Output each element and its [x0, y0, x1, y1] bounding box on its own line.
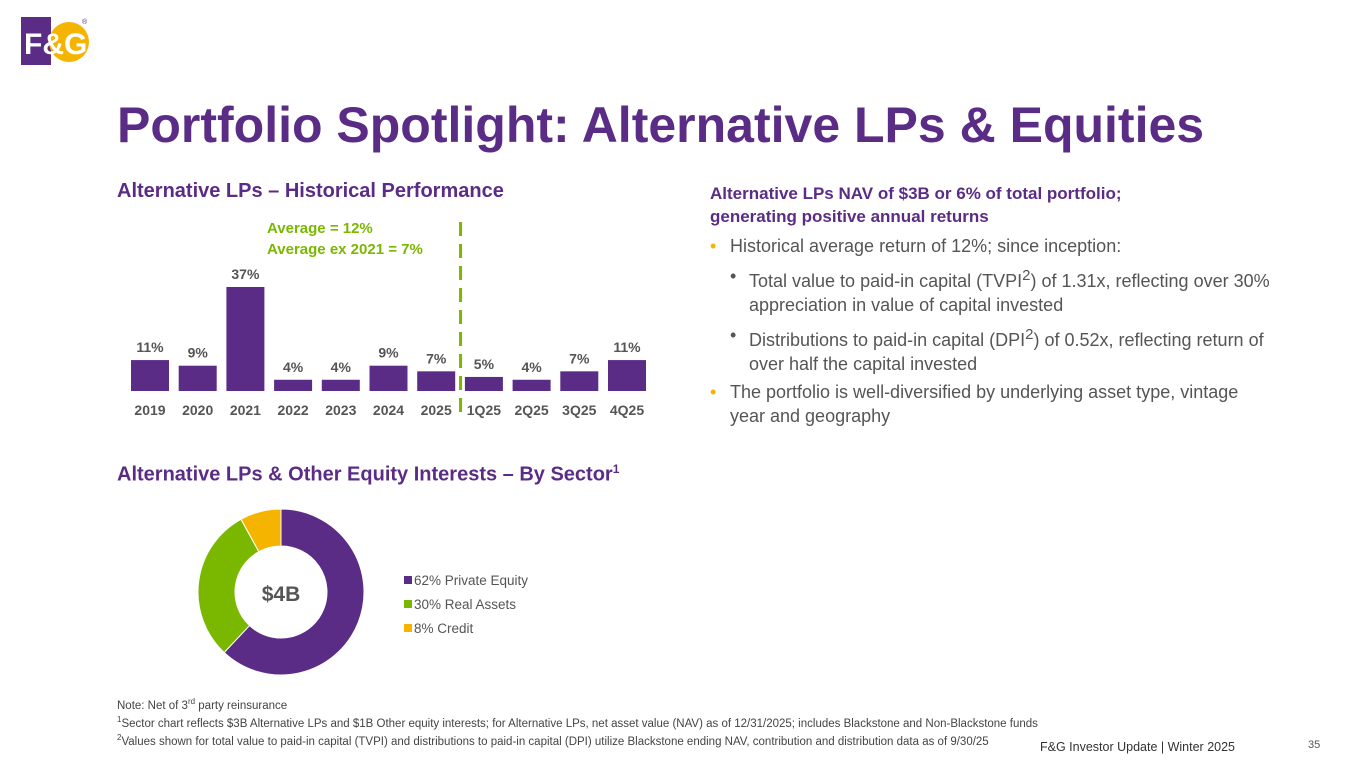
- bar-4q25: [608, 360, 646, 391]
- bar-value-label: 11%: [613, 339, 641, 355]
- bar-1q25: [464, 376, 503, 391]
- bar-2025: [417, 371, 456, 391]
- bullet-average-return: Historical average return of 12%; since …: [710, 234, 1270, 258]
- bar-2021: [226, 287, 265, 391]
- bar-2024: [369, 365, 408, 391]
- bar-2q25: [512, 379, 551, 391]
- note-2-text: Values shown for total value to paid-in …: [121, 735, 989, 748]
- note-1: 1Sector chart reflects $3B Alternative L…: [117, 713, 1038, 731]
- highlights-heading: Alternative LPs NAV of $3B or 6% of tota…: [710, 182, 1270, 228]
- highlights-heading-line2: generating positive annual returns: [710, 207, 989, 226]
- dpi-text-post: ) of 0.52x, reflecting return of over ha…: [749, 330, 1264, 374]
- tvpi-text-pre: Total value to paid-in capital (TVPI: [749, 271, 1023, 291]
- bullet-diversified: The portfolio is well-diversified by und…: [710, 380, 1270, 428]
- bar-value-label: 11%: [136, 339, 164, 355]
- sector-title-footnote: 1: [612, 462, 620, 476]
- legend-swatch: [404, 600, 412, 608]
- bar-value-label: 4%: [331, 359, 352, 375]
- tvpi-footnote: 2: [1022, 267, 1031, 284]
- legend-swatch: [404, 624, 412, 632]
- x-tick-label: 2021: [230, 402, 261, 418]
- note-2-sup: 2: [117, 732, 122, 742]
- legend-item-private-equity: 62% Private Equity: [404, 568, 528, 592]
- sector-donut-chart: $4B: [198, 509, 365, 676]
- bar-value-label: 37%: [231, 266, 260, 282]
- bar-value-label: 5%: [474, 356, 495, 372]
- footnotes: Note: Net of 3rd party reinsurance 1Sect…: [117, 695, 1038, 748]
- bar-value-label: 7%: [426, 350, 447, 366]
- bar-value-label: 4%: [521, 359, 542, 375]
- legend-label: 30% Real Assets: [414, 596, 517, 612]
- bar-3q25: [560, 371, 599, 391]
- highlights-list: Historical average return of 12%; since …: [710, 234, 1270, 428]
- highlights-panel: Alternative LPs NAV of $3B or 6% of tota…: [710, 182, 1270, 428]
- fg-logo: F&G ®: [21, 17, 89, 65]
- note-0-pre: Note: Net of 3: [117, 699, 188, 712]
- logo-text: F&G: [24, 28, 87, 61]
- x-tick-label: 2024: [373, 402, 404, 418]
- donut-slice-private-equity: [223, 509, 365, 676]
- legend-label: 8% Credit: [414, 620, 474, 636]
- bullet-tvpi: Total value to paid-in capital (TVPI2) o…: [710, 264, 1270, 317]
- bar-value-label: 4%: [283, 359, 304, 375]
- note-1-text: Sector chart reflects $3B Alternative LP…: [121, 717, 1038, 730]
- average-annotation: Average = 12% Average ex 2021 = 7%: [267, 218, 423, 260]
- note-reinsurance: Note: Net of 3rd party reinsurance: [117, 695, 1038, 713]
- dpi-footnote: 2: [1025, 326, 1034, 343]
- bar-2023: [321, 379, 360, 391]
- x-tick-label: 1Q25: [467, 402, 501, 418]
- sector-chart-title: Alternative LPs & Other Equity Interests…: [117, 462, 619, 487]
- registered-mark: ®: [82, 18, 88, 26]
- note-0-sup: rd: [187, 697, 196, 706]
- average-ex-2021-label: Average ex 2021 = 7%: [267, 241, 423, 258]
- x-tick-label: 2019: [134, 402, 165, 418]
- x-tick-label: 2025: [421, 402, 452, 418]
- donut-slice-credit: [240, 509, 282, 553]
- x-tick-label: 2023: [325, 402, 356, 418]
- note-1-sup: 1: [117, 714, 122, 724]
- bullet-dpi: Distributions to paid-in capital (DPI2) …: [710, 323, 1270, 376]
- sector-title-text: Alternative LPs & Other Equity Interests…: [117, 463, 613, 486]
- bar-2020: [178, 365, 217, 391]
- tvpi-text-post: ) of 1.31x, reflecting over 30% apprecia…: [749, 271, 1270, 315]
- bar-2019: [131, 360, 169, 391]
- donut-slice-real-assets: [198, 518, 260, 654]
- page-number: 35: [1308, 739, 1321, 751]
- legend-item-real-assets: 30% Real Assets: [404, 592, 528, 616]
- legend-swatch: [404, 576, 412, 584]
- performance-bar-chart: 11% 2019 9% 2020 37% 2021 4% 2022 4% 2023 9% 2024 7%…: [131, 222, 646, 420]
- note-2: 2Values shown for total value to paid-in…: [117, 731, 1038, 749]
- donut-center-label: $4B: [262, 583, 301, 606]
- x-tick-label: 2Q25: [514, 402, 548, 418]
- page-title: Portfolio Spotlight: Alternative LPs & E…: [117, 97, 1205, 153]
- average-label: Average = 12%: [267, 220, 373, 237]
- x-tick-label: 2020: [182, 402, 213, 418]
- x-tick-label: 3Q25: [562, 402, 596, 418]
- performance-chart-title: Alternative LPs – Historical Performance: [117, 180, 504, 202]
- legend-label: 62% Private Equity: [414, 572, 529, 588]
- x-tick-label: 2022: [278, 402, 309, 418]
- bar-value-label: 7%: [569, 350, 590, 366]
- dpi-text-pre: Distributions to paid-in capital (DPI: [749, 330, 1026, 350]
- note-0-post: party reinsurance: [195, 699, 288, 712]
- bar-2022: [274, 379, 313, 391]
- highlights-heading-line1: Alternative LPs NAV of $3B or 6% of tota…: [710, 184, 1122, 203]
- bar-value-label: 9%: [378, 345, 399, 361]
- sector-legend: 62% Private Equity 30% Real Assets 8% Cr…: [404, 568, 528, 640]
- bar-value-label: 9%: [188, 345, 209, 361]
- footer-text: F&G Investor Update | Winter 2025: [1040, 740, 1236, 754]
- x-tick-label: 4Q25: [610, 402, 644, 418]
- legend-item-credit: 8% Credit: [404, 616, 528, 640]
